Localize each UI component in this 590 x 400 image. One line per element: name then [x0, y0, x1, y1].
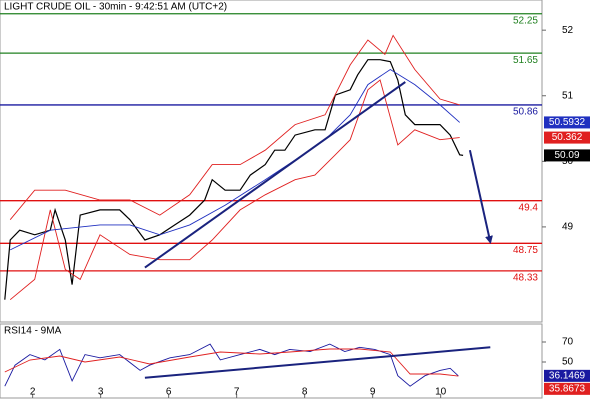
- x-tick-label: 7: [234, 387, 240, 398]
- level-label: 48.75: [513, 245, 538, 256]
- level-label: 50.86: [513, 107, 538, 118]
- rsi-panel: [0, 323, 543, 399]
- y-tick-label: 51: [562, 90, 574, 101]
- rsi-title: RSI14 - 9MA: [4, 326, 62, 337]
- price-tag: [544, 149, 590, 162]
- price-tag-label: 50.09: [554, 150, 579, 161]
- x-tick-label: 3: [98, 387, 104, 398]
- series-line: [10, 68, 460, 251]
- level-label: 51.65: [513, 55, 538, 66]
- level-label: 48.33: [513, 272, 538, 283]
- trend-line: [468, 149, 493, 244]
- price-tag-label: 36.1469: [549, 370, 586, 381]
- main-panel: [0, 0, 543, 323]
- y-tick-label: 49: [562, 222, 574, 233]
- series-line: [9, 34, 460, 220]
- x-tick-label: 9: [370, 387, 376, 398]
- y-tick-label: 70: [562, 337, 574, 348]
- price-tag: [544, 382, 590, 395]
- y-tick-label: 50: [562, 357, 574, 368]
- series-line: [9, 79, 460, 301]
- x-tick-label: 6: [166, 387, 172, 398]
- price-tag-label: 50.362: [552, 132, 583, 143]
- trend-line: [144, 81, 406, 269]
- trend-line: [144, 346, 491, 379]
- level-label: 52.25: [513, 15, 538, 26]
- y-tick-label: 50: [562, 156, 574, 167]
- x-tick-label: 2: [30, 387, 36, 398]
- price-tag: [544, 131, 590, 144]
- level-label: 49.4: [519, 202, 539, 213]
- price-tag: [544, 369, 590, 382]
- series-line: [4, 343, 459, 387]
- series-line: [4, 348, 459, 377]
- x-tick-label: 8: [302, 387, 308, 398]
- chart-title: LIGHT CRUDE OIL - 30min - 9:42:51 AM (UT…: [4, 2, 227, 13]
- series-line: [4, 59, 464, 300]
- y-tick-label: 52: [562, 25, 574, 36]
- price-tag: [544, 116, 590, 129]
- price-tag-label: 50.5932: [549, 117, 586, 128]
- price-tag-label: 35.8673: [549, 383, 586, 394]
- x-tick-label: 10: [435, 387, 447, 398]
